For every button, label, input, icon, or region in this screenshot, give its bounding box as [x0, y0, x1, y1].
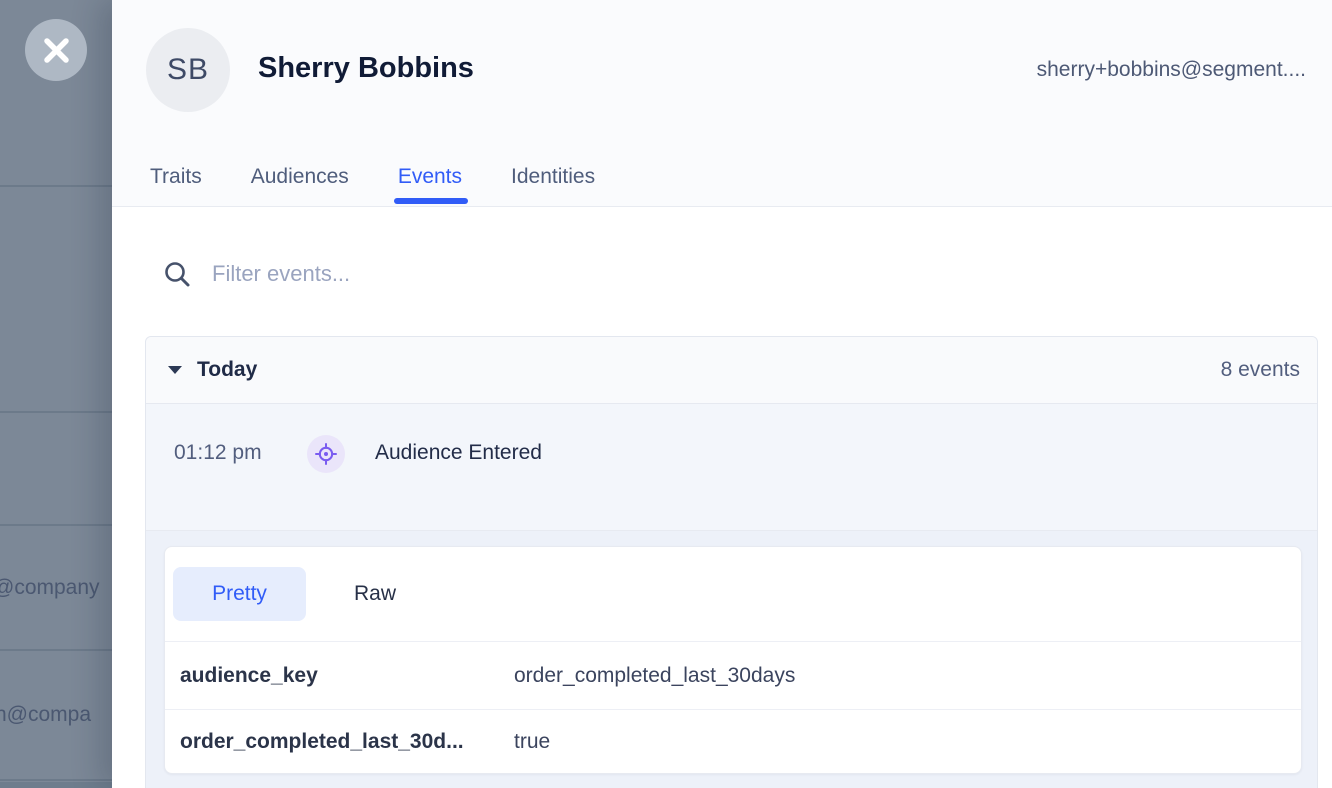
backdrop-table-divider [0, 411, 112, 413]
close-button[interactable] [25, 19, 87, 81]
backdrop-email-fragment: @company [0, 576, 100, 599]
backdrop-table-divider [0, 649, 112, 651]
event-count-badge: 8 events [1220, 358, 1300, 381]
search-icon [165, 262, 190, 287]
event-group-title: Today [197, 358, 258, 381]
property-key: audience_key [180, 663, 318, 687]
profile-name: Sherry Bobbins [258, 52, 474, 84]
event-row[interactable]: 01:12 pm Audience Entered [146, 404, 1317, 531]
event-group-header[interactable]: Today 8 events [146, 337, 1317, 404]
property-value: order_completed_last_30days [514, 663, 796, 687]
event-time: 01:12 pm [174, 441, 262, 464]
profile-email: sherry+bobbins@segment.... [1036, 58, 1306, 81]
event-title: Audience Entered [375, 441, 542, 464]
pretty-view-button[interactable]: Pretty [173, 567, 306, 621]
event-detail-card: Pretty Raw audience_key order_completed_… [164, 546, 1302, 774]
detail-view-tabs: Pretty Raw [165, 547, 1301, 642]
target-icon [315, 443, 337, 465]
backdrop-table-divider [0, 779, 112, 781]
property-key: order_completed_last_30d... [180, 729, 464, 753]
chevron-down-icon [168, 366, 182, 374]
backdrop-table-divider [0, 185, 112, 187]
event-group-card: Today 8 events 01:12 pm Audience Entered [145, 336, 1318, 788]
backdrop-row-shade [0, 782, 112, 788]
property-row: audience_key order_completed_last_30days [165, 642, 1301, 709]
profile-panel: SB Sherry Bobbins sherry+bobbins@segment… [112, 0, 1332, 788]
event-badge [307, 435, 345, 473]
tab-events[interactable]: Events [393, 165, 469, 206]
avatar: SB [146, 28, 230, 112]
tab-audiences[interactable]: Audiences [250, 165, 349, 188]
filter-events-input[interactable] [210, 260, 910, 288]
property-row: order_completed_last_30d... true [165, 709, 1301, 773]
filter-row [163, 252, 1063, 296]
tab-traits[interactable]: Traits [150, 165, 202, 188]
close-icon [43, 37, 69, 63]
profile-tabs: Traits Audiences Events Identities [150, 165, 595, 206]
raw-view-button[interactable]: Raw [354, 582, 397, 605]
tab-identities[interactable]: Identities [511, 165, 596, 188]
profile-header: SB Sherry Bobbins sherry+bobbins@segment… [112, 0, 1332, 207]
modal-backdrop[interactable]: @company n@compa [0, 0, 112, 788]
property-value: true [514, 729, 551, 753]
backdrop-table-divider [0, 524, 112, 526]
backdrop-email-fragment: n@compa [0, 703, 92, 726]
